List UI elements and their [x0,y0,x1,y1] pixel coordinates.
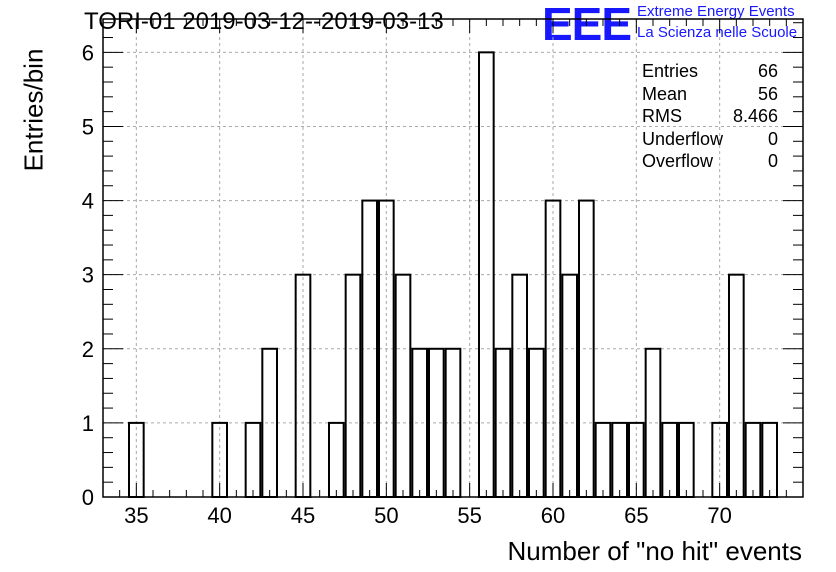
histogram-bar [728,273,745,498]
histogram-bar [244,421,262,499]
histogram-bar [261,347,279,499]
y-tick-label: 5 [82,114,94,139]
y-tick-label: 1 [82,411,94,436]
stats-row-rms: RMS 8.466 [642,105,778,128]
chart-title: TORI-01 2019-03-12--2019-03-13 [84,8,444,35]
eee-logo: EEE [542,0,632,50]
logo-text-line1: Extreme Energy Events [637,3,795,20]
histogram-bar [411,347,429,499]
stats-label: Entries [642,61,699,81]
histogram-bar [594,421,612,499]
y-tick-label: 0 [82,485,94,510]
histogram-bar [744,421,762,499]
stats-row-entries: Entries 66 [642,60,778,83]
x-tick-label: 50 [374,503,398,528]
histogram-bar [761,421,778,499]
histogram-bar [344,273,362,498]
stats-value: 0 [767,151,778,172]
x-tick-label: 40 [207,503,231,528]
stats-label: RMS [642,106,682,127]
stats-value: 8.466 [732,106,778,127]
stats-row-overflow: Overflow 0 [642,150,778,173]
histogram-bar [678,421,695,499]
x-tick-label: 35 [124,503,148,528]
x-axis-label: Number of "no hit" events [507,536,803,566]
x-tick-label: 60 [541,503,565,528]
stats-row-mean: Mean 56 [642,83,778,106]
histogram-bar [661,421,678,499]
stats-value: 56 [757,83,778,104]
stats-label: Underflow [642,128,724,149]
y-tick-label: 4 [82,189,94,214]
y-tick-label: 2 [82,337,94,362]
histogram-bar [611,421,628,499]
stats-value: 66 [757,61,778,81]
stats-label: Mean [642,83,688,104]
stats-value: 0 [767,128,778,149]
histogram-bar [561,273,578,498]
histogram-bar [328,421,345,499]
logo-text-line2: La Scienza nelle Scuole [637,24,798,41]
x-tick-label: 65 [624,503,648,528]
histogram-bar [394,273,412,498]
x-tick-label: 70 [707,503,731,528]
y-tick-label: 6 [82,40,94,65]
y-tick-label: 3 [82,263,94,288]
stats-row-underflow: Underflow 0 [642,128,778,151]
histogram-bar [511,273,528,498]
y-axis-label: Entries/bin [18,48,49,172]
x-tick-label: 55 [457,503,481,528]
x-tick-label: 45 [291,503,315,528]
statistics-box: Entries 66 Mean 56 RMS 8.466 Underflow 0… [642,60,778,173]
histogram-bar [644,347,662,499]
stats-label: Overflow [642,151,714,172]
histogram-bar [494,347,512,499]
